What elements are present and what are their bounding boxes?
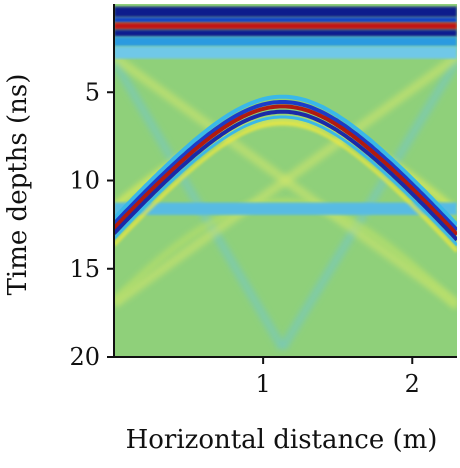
direct-wave-band-1 (114, 17, 457, 23)
y-tick-label-1: 10 (69, 167, 100, 195)
y-tick-label-3: 20 (69, 343, 100, 371)
y-tick-label-2: 15 (69, 255, 100, 283)
horizontal-reflector-band (114, 202, 457, 215)
y-axis-ticks: 5 10 15 20 (69, 78, 114, 371)
hyperbola-trace-1 (114, 100, 457, 232)
direct-wave-band-2 (114, 22, 457, 30)
hyperbola-halo (114, 121, 457, 253)
plot-area (114, 4, 457, 357)
diagonal-line-3 (114, 53, 457, 308)
direct-wave-band-5 (114, 46, 457, 59)
target-hyperbola (114, 94, 457, 253)
direct-wave-band-3 (114, 29, 457, 37)
x-tick-label-0: 1 (255, 370, 270, 398)
direct-wave-bands (114, 6, 457, 59)
hyperbola-trace-2 (114, 104, 457, 236)
hyperbola-trace-3 (114, 109, 457, 242)
hyperbola-trace-4 (114, 115, 457, 247)
y-axis-label: Time depths (ns) (3, 74, 33, 296)
hyperbola-trace-0 (114, 94, 457, 227)
y-tick-label-0: 5 (85, 78, 100, 106)
direct-wave-band-4 (114, 36, 457, 47)
direct-wave-band-0 (114, 6, 457, 18)
ghost-hyperbola-0 (114, 198, 457, 310)
x-axis-label: Horizontal distance (m) (126, 425, 438, 455)
x-tick-label-1: 2 (405, 370, 420, 398)
